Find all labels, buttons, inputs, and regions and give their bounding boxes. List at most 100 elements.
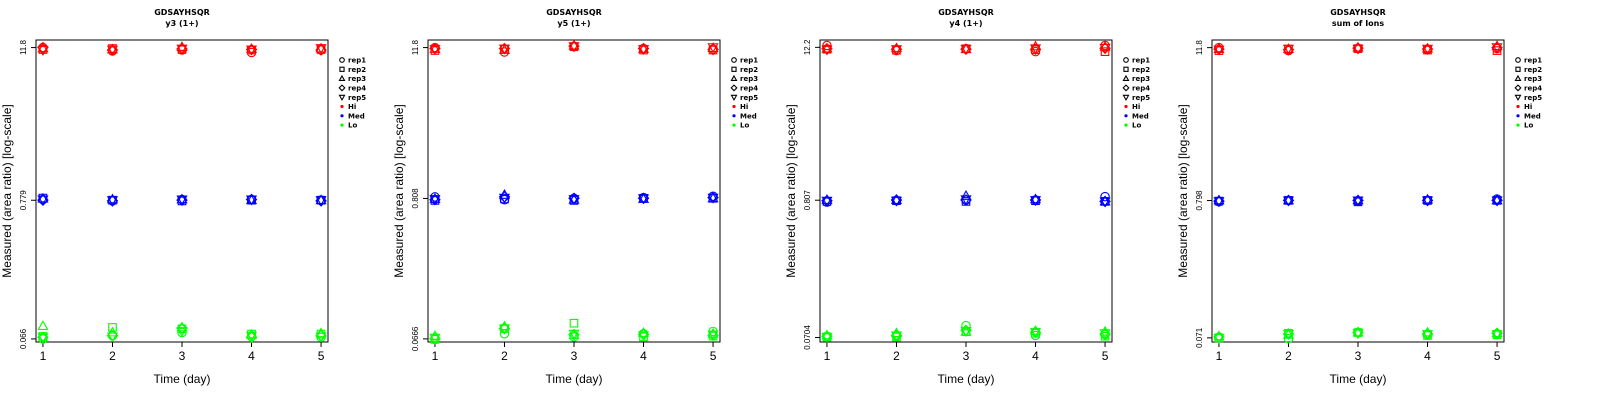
y-tick-label: 0.066 [19, 328, 28, 349]
x-tick-label: 1 [1216, 349, 1223, 363]
y-tick-label: 0.808 [411, 188, 420, 209]
data-point-hi-rep5 [1099, 43, 1111, 54]
x-tick-label: 5 [1102, 349, 1109, 363]
legend-label: Lo [1132, 122, 1141, 130]
data-point-lo-rep5 [315, 332, 327, 343]
data-point-lo-rep5 [890, 331, 903, 342]
chart-title: GDSAYHSQR [938, 8, 994, 17]
legend-key-rep5 [1122, 94, 1130, 101]
legend-label: rep4 [348, 85, 366, 93]
y-axis-label: Measured (area ratio) [log-scale] [1176, 104, 1190, 277]
data-point-med-rep3 [176, 193, 188, 204]
y-tick-label: 11.8 [1195, 40, 1204, 56]
data-point-lo-rep5 [707, 330, 719, 341]
data-point-lo-rep5 [1213, 333, 1225, 344]
legend-key-rep4 [338, 84, 346, 92]
legend-key-hi [1516, 104, 1520, 109]
legend-label: rep5 [1132, 94, 1150, 102]
data-point-lo-rep5 [1099, 329, 1111, 340]
data-point-med-rep3 [1099, 195, 1111, 206]
data-point-hi-rep2 [1492, 46, 1502, 55]
y-tick-label: 0.779 [19, 190, 28, 211]
legend-label: rep3 [1132, 75, 1150, 83]
data-point-hi-rep4 [315, 44, 327, 56]
legend-label: rep2 [1524, 66, 1542, 74]
data-point-hi-rep3 [245, 43, 258, 53]
data-point-lo-rep3 [821, 329, 833, 340]
legend-key-med [1516, 114, 1520, 118]
y-axis-label: Measured (area ratio) [log-scale] [784, 104, 798, 277]
chart-title: GDSAYHSQR [154, 8, 210, 17]
data-point-hi-rep5 [1213, 45, 1225, 56]
chart-subtitle: sum of Ions [1332, 19, 1385, 28]
data-point-lo-rep5 [568, 329, 580, 340]
data-point-hi-rep5 [1029, 44, 1042, 55]
data-point-med-rep5 [106, 196, 119, 207]
data-points [1213, 40, 1503, 344]
data-point-hi-rep4 [37, 41, 49, 54]
legend-key-rep1 [339, 57, 345, 63]
legend-label: rep4 [1132, 85, 1150, 93]
data-point-med-rep5 [498, 193, 511, 204]
legend-label: Hi [1132, 103, 1140, 111]
legend-key-rep2 [339, 66, 345, 72]
legend-key-med [732, 114, 736, 118]
chart-title: GDSAYHSQR [546, 8, 602, 17]
legend-label: rep5 [740, 94, 758, 102]
chart-subtitle: y5 (1+) [557, 19, 590, 28]
legend-label: rep3 [1524, 75, 1542, 83]
data-point-med-rep3 [1352, 194, 1364, 205]
data-point-hi-rep3 [821, 42, 833, 53]
data-point-med-rep5 [960, 195, 972, 206]
legend-key-rep3 [338, 74, 346, 81]
y-tick-label: 12.2 [803, 39, 812, 55]
legend-key-med [340, 114, 344, 118]
y-tick-label: 0.0704 [803, 325, 812, 350]
chart-panel-1: GDSAYHSQR y3 (1+) 1 2 3 4 5 0.066 0.779 11.8 Time … [0, 8, 366, 386]
legend-label: rep1 [1524, 57, 1542, 65]
y-tick-label: 0.0666 [411, 326, 420, 351]
x-tick-label: 1 [40, 349, 47, 363]
data-point-med-rep3 [890, 194, 903, 204]
data-point-lo-rep5 [429, 333, 441, 344]
legend-label: rep2 [1132, 66, 1150, 74]
data-point-med-rep5 [890, 196, 903, 207]
data-point-med-rep5 [821, 196, 833, 207]
data-point-hi-rep5 [890, 45, 903, 56]
data-point-lo-rep5 [245, 331, 258, 342]
data-point-lo-rep5 [1491, 330, 1503, 340]
chart-panel-3: GDSAYHSQR y4 (1+) 1 2 3 4 5 0.0704 0.807 12.2 Time… [784, 8, 1150, 386]
data-point-lo-rep5 [1282, 330, 1295, 340]
data-point-hi-rep5 [821, 45, 833, 56]
data-point-hi-rep3 [1213, 43, 1225, 54]
data-point-med-rep3 [429, 193, 441, 203]
legend-label: Med [1524, 112, 1541, 120]
data-point-med-rep5 [707, 193, 719, 204]
x-tick-label: 2 [893, 349, 900, 363]
legend-label: rep5 [348, 94, 366, 102]
data-point-hi-rep5 [707, 43, 719, 54]
data-point-lo-rep5 [106, 332, 119, 343]
data-point-hi-rep5 [568, 42, 580, 53]
plot-frame [35, 39, 329, 343]
data-point-med-rep5 [637, 194, 650, 205]
data-point-lo-rep5 [37, 333, 49, 344]
chart-panel-2: GDSAYHSQR y5 (1+) 1 2 3 4 5 0.0666 0.808 11.8 Time… [392, 8, 758, 386]
x-tick-label: 4 [248, 349, 255, 363]
data-point-med-rep5 [1491, 196, 1503, 207]
legend-key-rep2 [731, 66, 737, 72]
legend-label: Lo [348, 122, 357, 130]
data-point-lo-rep2 [1100, 331, 1110, 341]
data-point-med-rep3 [1213, 194, 1225, 205]
data-point-lo-rep5 [960, 327, 972, 337]
data-points [429, 39, 719, 345]
data-point-hi-rep3 [429, 43, 441, 53]
data-point-lo-rep5 [176, 327, 188, 337]
data-point-med-rep5 [315, 196, 327, 207]
data-point-med-rep3 [1421, 193, 1434, 204]
data-point-lo-rep5 [1421, 330, 1434, 340]
legend-key-rep3 [1122, 74, 1130, 81]
legend-key-hi [340, 104, 344, 109]
